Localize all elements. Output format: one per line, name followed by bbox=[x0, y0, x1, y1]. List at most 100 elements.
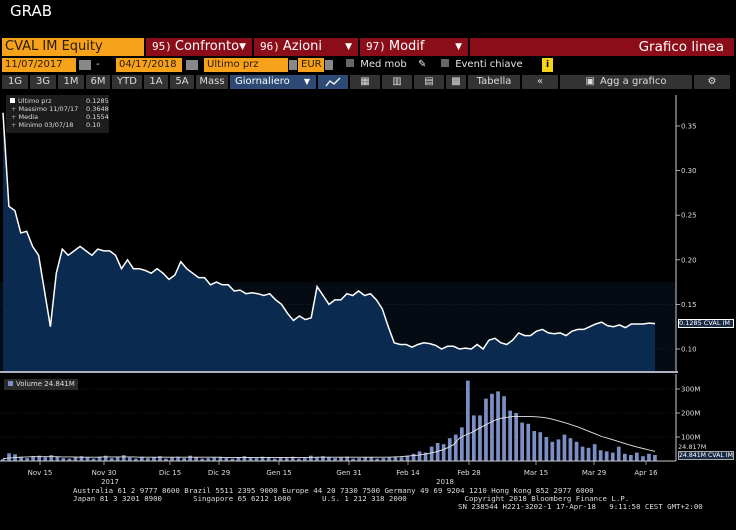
period-button[interactable]: YTD bbox=[112, 75, 142, 89]
period-button[interactable]: 1G bbox=[2, 75, 28, 89]
volume-bar bbox=[212, 457, 217, 461]
volume-bar bbox=[441, 444, 446, 461]
time-tick-label: Gen 31 bbox=[336, 469, 361, 477]
frequency-select[interactable]: Giornaliero ▼ bbox=[230, 75, 316, 89]
price-tick-label: 0.15 bbox=[681, 301, 697, 309]
time-tick-label: Apr 16 bbox=[634, 469, 658, 477]
volume-bar bbox=[568, 438, 573, 461]
price-tag: 0.1285 CVAL IM bbox=[678, 319, 734, 328]
avg-marker-icon: + bbox=[11, 113, 17, 121]
volume-bar bbox=[592, 444, 597, 461]
table-button[interactable]: Tabella bbox=[468, 75, 520, 89]
volume-bar bbox=[423, 452, 428, 461]
period-button[interactable]: Mass bbox=[196, 75, 228, 89]
volume-avg-tag: 24.817M bbox=[678, 443, 734, 451]
volume-bar bbox=[357, 458, 361, 461]
field-select[interactable]: Ultimo prz bbox=[204, 58, 288, 72]
volume-bar bbox=[272, 458, 277, 461]
period-button[interactable]: 6M bbox=[86, 75, 110, 89]
volume-bar bbox=[429, 446, 434, 461]
volume-bar bbox=[37, 455, 42, 461]
period-button[interactable]: 3G bbox=[30, 75, 56, 89]
volume-bar bbox=[526, 423, 531, 461]
volume-bar bbox=[97, 456, 102, 461]
volume-bar bbox=[303, 458, 307, 461]
volume-bar bbox=[460, 427, 464, 461]
volume-bar bbox=[230, 458, 235, 461]
volume-bar bbox=[1, 459, 5, 461]
currency-dropdown-icon[interactable] bbox=[325, 60, 333, 70]
moving-avg-toggle[interactable]: Med mob bbox=[346, 58, 407, 72]
add-to-chart-button[interactable]: ▣ Agg a grafico bbox=[560, 75, 692, 89]
volume-bar bbox=[484, 398, 488, 461]
volume-bar bbox=[109, 458, 114, 461]
period-button[interactable]: 1A bbox=[144, 75, 168, 89]
price-axis: 0.10 0.15 0.20 0.25 0.30 0.35 bbox=[675, 95, 697, 371]
line-chart-tool-icon[interactable] bbox=[318, 75, 348, 89]
compare-menu[interactable]: 95) Confronto ▼ bbox=[146, 38, 252, 56]
legend-last-label: Ultimo prz bbox=[18, 97, 52, 105]
volume-bar bbox=[236, 457, 241, 461]
actions-num: 96) bbox=[260, 40, 280, 53]
gear-icon[interactable]: ⚙ bbox=[694, 75, 730, 89]
period-button[interactable]: 5A bbox=[170, 75, 194, 89]
calendar-icon[interactable] bbox=[186, 60, 198, 70]
price-tick-label: 0.10 bbox=[681, 346, 697, 354]
start-date-field[interactable]: 11/07/2017 bbox=[2, 58, 76, 72]
pencil-icon[interactable]: ✎ bbox=[418, 59, 427, 70]
volume-bar bbox=[284, 458, 289, 461]
period-button[interactable]: 1M bbox=[58, 75, 84, 89]
info-icon[interactable]: i bbox=[542, 58, 553, 72]
volume-bar bbox=[405, 455, 410, 461]
volume-bar bbox=[7, 453, 11, 461]
collapse-left-icon[interactable]: « bbox=[522, 75, 558, 89]
price-tick-label: 0.25 bbox=[681, 212, 697, 220]
price-area-fill bbox=[3, 112, 655, 372]
chevron-down-icon: ▼ bbox=[345, 42, 352, 52]
volume-bar bbox=[399, 457, 404, 461]
actions-menu[interactable]: 96) Azioni ▼ bbox=[254, 38, 358, 56]
volume-bar bbox=[121, 455, 126, 461]
volume-bar bbox=[623, 453, 627, 461]
bar-chart-tool-icon[interactable]: ▦ bbox=[350, 75, 380, 89]
volume-bar bbox=[55, 456, 60, 461]
footer-line-2: Japan 81 3 3201 8900 Singapore 65 6212 1… bbox=[73, 494, 630, 503]
volume-bar bbox=[321, 456, 325, 461]
volume-bar bbox=[315, 457, 319, 461]
time-tick-label: Nov 30 bbox=[92, 469, 117, 477]
date-separator: - bbox=[96, 59, 100, 70]
key-events-toggle[interactable]: Eventi chiave bbox=[441, 58, 523, 72]
currency-select[interactable]: EUR bbox=[298, 58, 324, 72]
volume-bar bbox=[67, 458, 72, 461]
volume-bar bbox=[574, 441, 579, 461]
volume-bar bbox=[297, 458, 301, 461]
end-date-field[interactable]: 04/17/2018 bbox=[116, 58, 182, 72]
legend-avg-label: Media bbox=[18, 113, 39, 121]
legend-min-label: Minimo 03/07/18 bbox=[18, 121, 74, 129]
volume-bar bbox=[447, 438, 452, 461]
volume-bar bbox=[134, 458, 138, 461]
add-chart-icon: ▣ bbox=[585, 76, 595, 87]
volume-bar bbox=[375, 458, 380, 461]
chart-type-label[interactable]: Grafico linea bbox=[470, 38, 734, 56]
calendar-icon[interactable] bbox=[79, 60, 91, 70]
field-dropdown-icon[interactable] bbox=[289, 60, 297, 70]
volume-bar bbox=[604, 451, 609, 461]
volume-bar bbox=[49, 455, 54, 461]
volume-bar bbox=[496, 391, 500, 461]
footer-line-1: Australia 61 2 9777 8600 Brazil 5511 239… bbox=[73, 486, 594, 495]
volume-bar bbox=[345, 456, 349, 461]
volume-bar bbox=[79, 456, 84, 461]
checkbox-icon bbox=[346, 59, 354, 67]
volume-bar bbox=[152, 457, 156, 461]
volume-bar bbox=[363, 457, 368, 461]
ohlc-tool-icon[interactable]: ▥ bbox=[382, 75, 412, 89]
time-tick-label: Mar 15 bbox=[524, 469, 548, 477]
candle-tool-icon[interactable]: ▤ bbox=[414, 75, 444, 89]
volume-bar bbox=[25, 458, 29, 461]
ticker-field[interactable]: CVAL IM Equity bbox=[2, 38, 144, 56]
time-tick-label: Dic 29 bbox=[208, 469, 230, 477]
histogram-tool-icon[interactable]: ▩ bbox=[446, 75, 466, 89]
modify-menu[interactable]: 97) Modif ▼ bbox=[360, 38, 468, 56]
volume-bar bbox=[248, 457, 253, 461]
